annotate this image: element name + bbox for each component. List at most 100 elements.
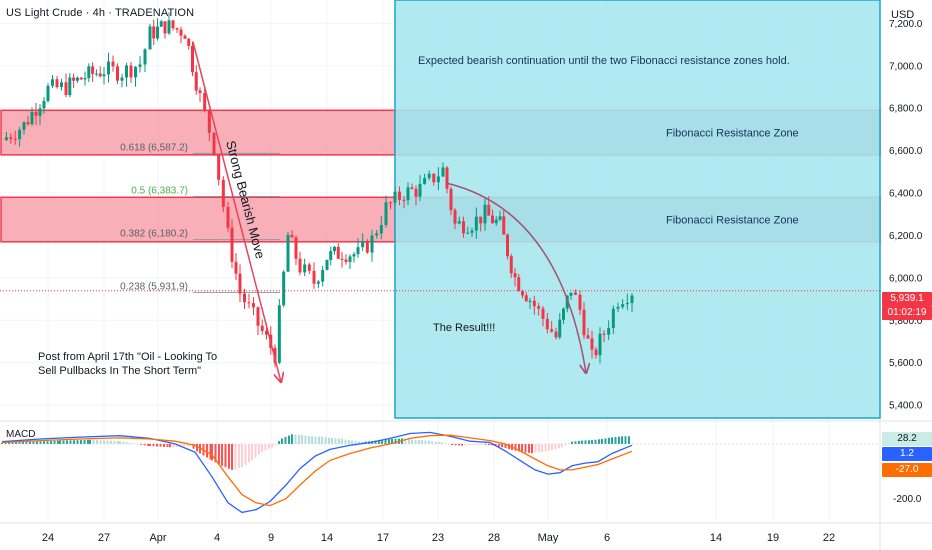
- candle-body-4-2: [94, 73, 98, 75]
- macd-hist-bar-51: [172, 443, 175, 448]
- macd-hist-bar-174: [581, 440, 583, 444]
- candle-body-3-3: [79, 77, 83, 80]
- candle-body-8-3: [163, 21, 167, 34]
- macd-hist-bar-132: [441, 442, 443, 444]
- zone-label-lower: Fibonacci Resistance Zone: [666, 215, 799, 227]
- candle-body-30-0: [487, 204, 491, 216]
- macd-hist-bar-136: [454, 443, 457, 446]
- candle-body-23-0: [375, 233, 379, 236]
- time-tick-0: 24: [42, 532, 54, 544]
- price-tick-2: 6,800.0: [889, 104, 923, 115]
- candle-body-37-1: [598, 333, 602, 356]
- candle-body-21-2: [352, 254, 356, 257]
- result-label: The Result!!!: [433, 322, 495, 334]
- macd-hist-bar-134: [448, 443, 450, 445]
- candle-body-26-3: [436, 176, 440, 183]
- time-tick-10: 6: [604, 532, 610, 544]
- countdown-tag: 01:02:19: [882, 306, 932, 320]
- macd-hist-bar-172: [574, 441, 577, 444]
- candle-body-30-2: [494, 219, 498, 224]
- candle-body-17-1: [294, 237, 298, 259]
- candle-body-0-4: [22, 122, 26, 130]
- macd-hist-bar-138: [461, 443, 463, 446]
- time-tick-8: 28: [488, 532, 500, 544]
- macd-hist-bar-158: [528, 443, 530, 453]
- macd-hist-bar-139: [464, 443, 467, 446]
- macd-hist-bar-36: [122, 441, 125, 444]
- macd-hist-bar-8: [29, 441, 31, 444]
- macd-hist-bar-16: [57, 440, 59, 444]
- candle-body-5-3: [120, 77, 124, 81]
- fib-label-0: 0.618 (6,587.2): [120, 142, 188, 153]
- candle-body-1-5: [46, 85, 50, 102]
- macd-hist-bar-2: [8, 442, 10, 444]
- macd-hist-bar-78: [261, 443, 263, 453]
- macd-hist-bar-50: [169, 443, 171, 448]
- macd-hist-bar-29: [99, 440, 102, 444]
- macd-hist-bar-57: [192, 443, 195, 449]
- chart-title[interactable]: US Light Crude · 4h · TRADENATION: [6, 7, 195, 19]
- candle-body-14-1: [247, 302, 251, 304]
- macd-hist-bar-42: [143, 443, 146, 446]
- candle-body-14-0: [243, 293, 246, 303]
- candle-body-15-1: [265, 330, 268, 335]
- macd-hist-bar-92: [308, 435, 310, 444]
- macd-hist-bar-149: [498, 443, 500, 447]
- macd-hist-bar-14: [50, 440, 52, 444]
- candle-body-6-3: [138, 64, 142, 67]
- macd-hist-bar-166: [554, 443, 557, 449]
- macd-label: MACD: [6, 429, 35, 440]
- macd-hist-bar-66: [221, 443, 223, 466]
- candle-body-27-0: [445, 167, 449, 189]
- macd-hist-bar-121: [404, 438, 407, 444]
- macd-hist-bar-80: [268, 443, 270, 449]
- price-tick-4: 6,400.0: [889, 189, 923, 200]
- macd-hist-bar-41: [140, 443, 142, 445]
- candle-body-36-0: [582, 309, 586, 336]
- macd-hist-bar-118: [394, 438, 397, 444]
- macd-hist-bar-150: [501, 443, 503, 448]
- macd-hist-bar-91: [304, 435, 307, 444]
- candle-body-29-2: [483, 204, 487, 224]
- candle-body-1-4: [42, 101, 46, 109]
- fibonacci-levels: 0.618 (6,587.2) 0.5 (6,383.7) 0.382 (6,180…: [120, 142, 280, 293]
- candle-body-28-0: [457, 221, 461, 224]
- candle-body-6-0: [125, 65, 128, 78]
- candle-body-16-1: [282, 271, 286, 306]
- candle-body-28-2: [466, 232, 470, 234]
- candle-body-9-2: [175, 28, 179, 30]
- macd-hist-bar-23: [80, 440, 82, 444]
- macd-hist-bar-70: [234, 443, 237, 469]
- time-tick-5: 14: [321, 532, 333, 544]
- candle-body-9-3: [179, 29, 183, 36]
- macd-hist-bar-17: [59, 440, 61, 444]
- currency-label[interactable]: USD: [891, 9, 915, 21]
- macd-hist-bar-130: [434, 441, 437, 444]
- macd-hist-bar-13: [46, 441, 49, 444]
- macd-hist-bar-151: [504, 443, 507, 449]
- macd-hist-bar-155: [518, 443, 520, 452]
- time-tick-11: 14: [710, 532, 722, 544]
- candle-body-10-1: [191, 45, 194, 73]
- candle-body-31-0: [502, 216, 506, 235]
- macd-hist-bar-7: [25, 441, 28, 444]
- price-tick-1: 7,000.0: [889, 61, 923, 72]
- candle-body-39-2: [630, 295, 634, 304]
- candle-body-31-1: [506, 234, 509, 257]
- macd-hist-bar-106: [354, 441, 357, 444]
- time-tick-7: 23: [432, 532, 444, 544]
- expected-continuation-note: Expected bearish continuation until the …: [418, 55, 790, 67]
- macd-hist-bar-117: [391, 438, 393, 444]
- macd-hist-bar-25: [87, 439, 89, 444]
- candle-body-8-0: [152, 26, 156, 39]
- last-price-tag[interactable]: 5,939.1: [882, 292, 932, 306]
- candle-body-27-1: [449, 188, 453, 211]
- candle-body-13-0: [230, 227, 234, 262]
- candle-body-16-2: [286, 234, 290, 272]
- candle-body-11-1: [207, 109, 211, 133]
- macd-hist-bar-133: [444, 443, 447, 445]
- macd-hist-bar-87: [291, 434, 293, 444]
- candle-body-3-4: [83, 78, 87, 80]
- candle-body-1-1: [30, 111, 34, 125]
